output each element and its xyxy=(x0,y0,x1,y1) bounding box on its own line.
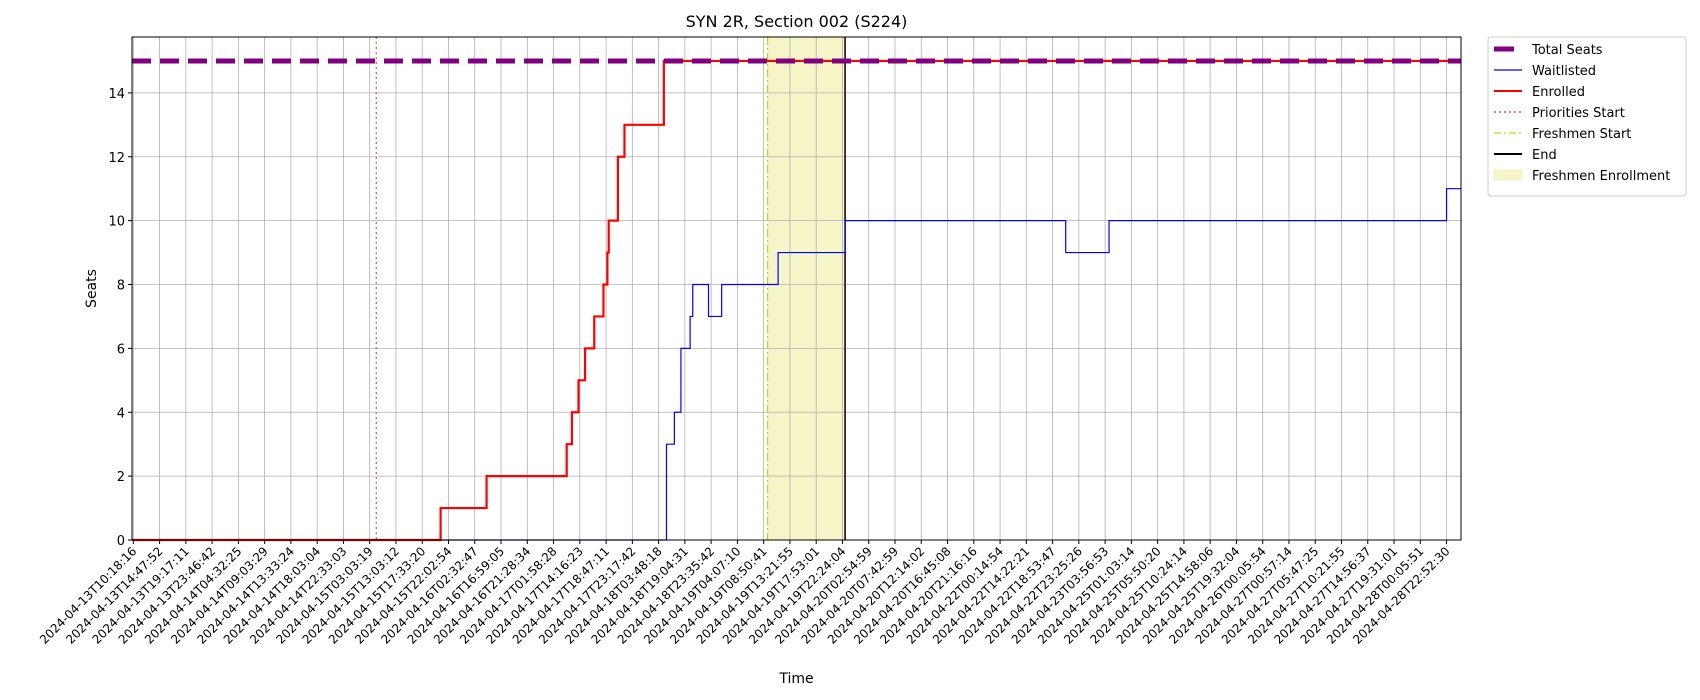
legend-freshmen-enrollment-swatch xyxy=(1493,169,1523,181)
y-tick-label: 2 xyxy=(117,470,125,485)
legend-freshmen-enrollment-label: Freshmen Enrollment xyxy=(1532,169,1670,184)
y-tick-label: 12 xyxy=(108,151,125,166)
y-tick-label: 4 xyxy=(117,406,125,421)
legend: Total Seats Waitlisted Enrolled Priorities … xyxy=(1487,36,1687,197)
y-tick-label: 8 xyxy=(117,279,125,294)
series-enrolled xyxy=(132,59,1461,542)
series-waitlisted xyxy=(440,188,1461,541)
x-axis-ticks: 2024-04-13T10:18:162024-04-13T14:47:5220… xyxy=(37,540,1453,647)
legend-enrolled-label: Enrolled xyxy=(1532,85,1585,100)
legend-total-seats-label: Total Seats xyxy=(1531,43,1603,58)
legend-freshmen-start-label: Freshmen Start xyxy=(1532,127,1631,142)
series-layer xyxy=(132,58,1461,542)
span-freshmen-enrollment xyxy=(767,37,846,540)
spans-layer xyxy=(767,37,846,540)
y-tick-label: 14 xyxy=(108,87,125,102)
x-axis-label: Time xyxy=(778,671,813,687)
y-axis-ticks: 0 2 4 6 8 10 12 14 xyxy=(108,87,132,549)
grid-layer xyxy=(132,37,1461,541)
legend-waitlisted-label: Waitlisted xyxy=(1532,64,1596,79)
chart-title: SYN 2R, Section 002 (S224) xyxy=(686,12,908,31)
y-axis-label: Seats xyxy=(84,269,100,308)
y-tick-label: 10 xyxy=(108,215,125,230)
legend-end-label: End xyxy=(1532,148,1557,163)
y-tick-label: 0 xyxy=(117,534,125,549)
y-tick-label: 6 xyxy=(117,342,125,357)
vlines-layer xyxy=(375,37,846,540)
plot-frame xyxy=(131,36,1462,541)
legend-priorities-start-label: Priorities Start xyxy=(1532,106,1625,121)
legend-box xyxy=(1487,36,1687,197)
